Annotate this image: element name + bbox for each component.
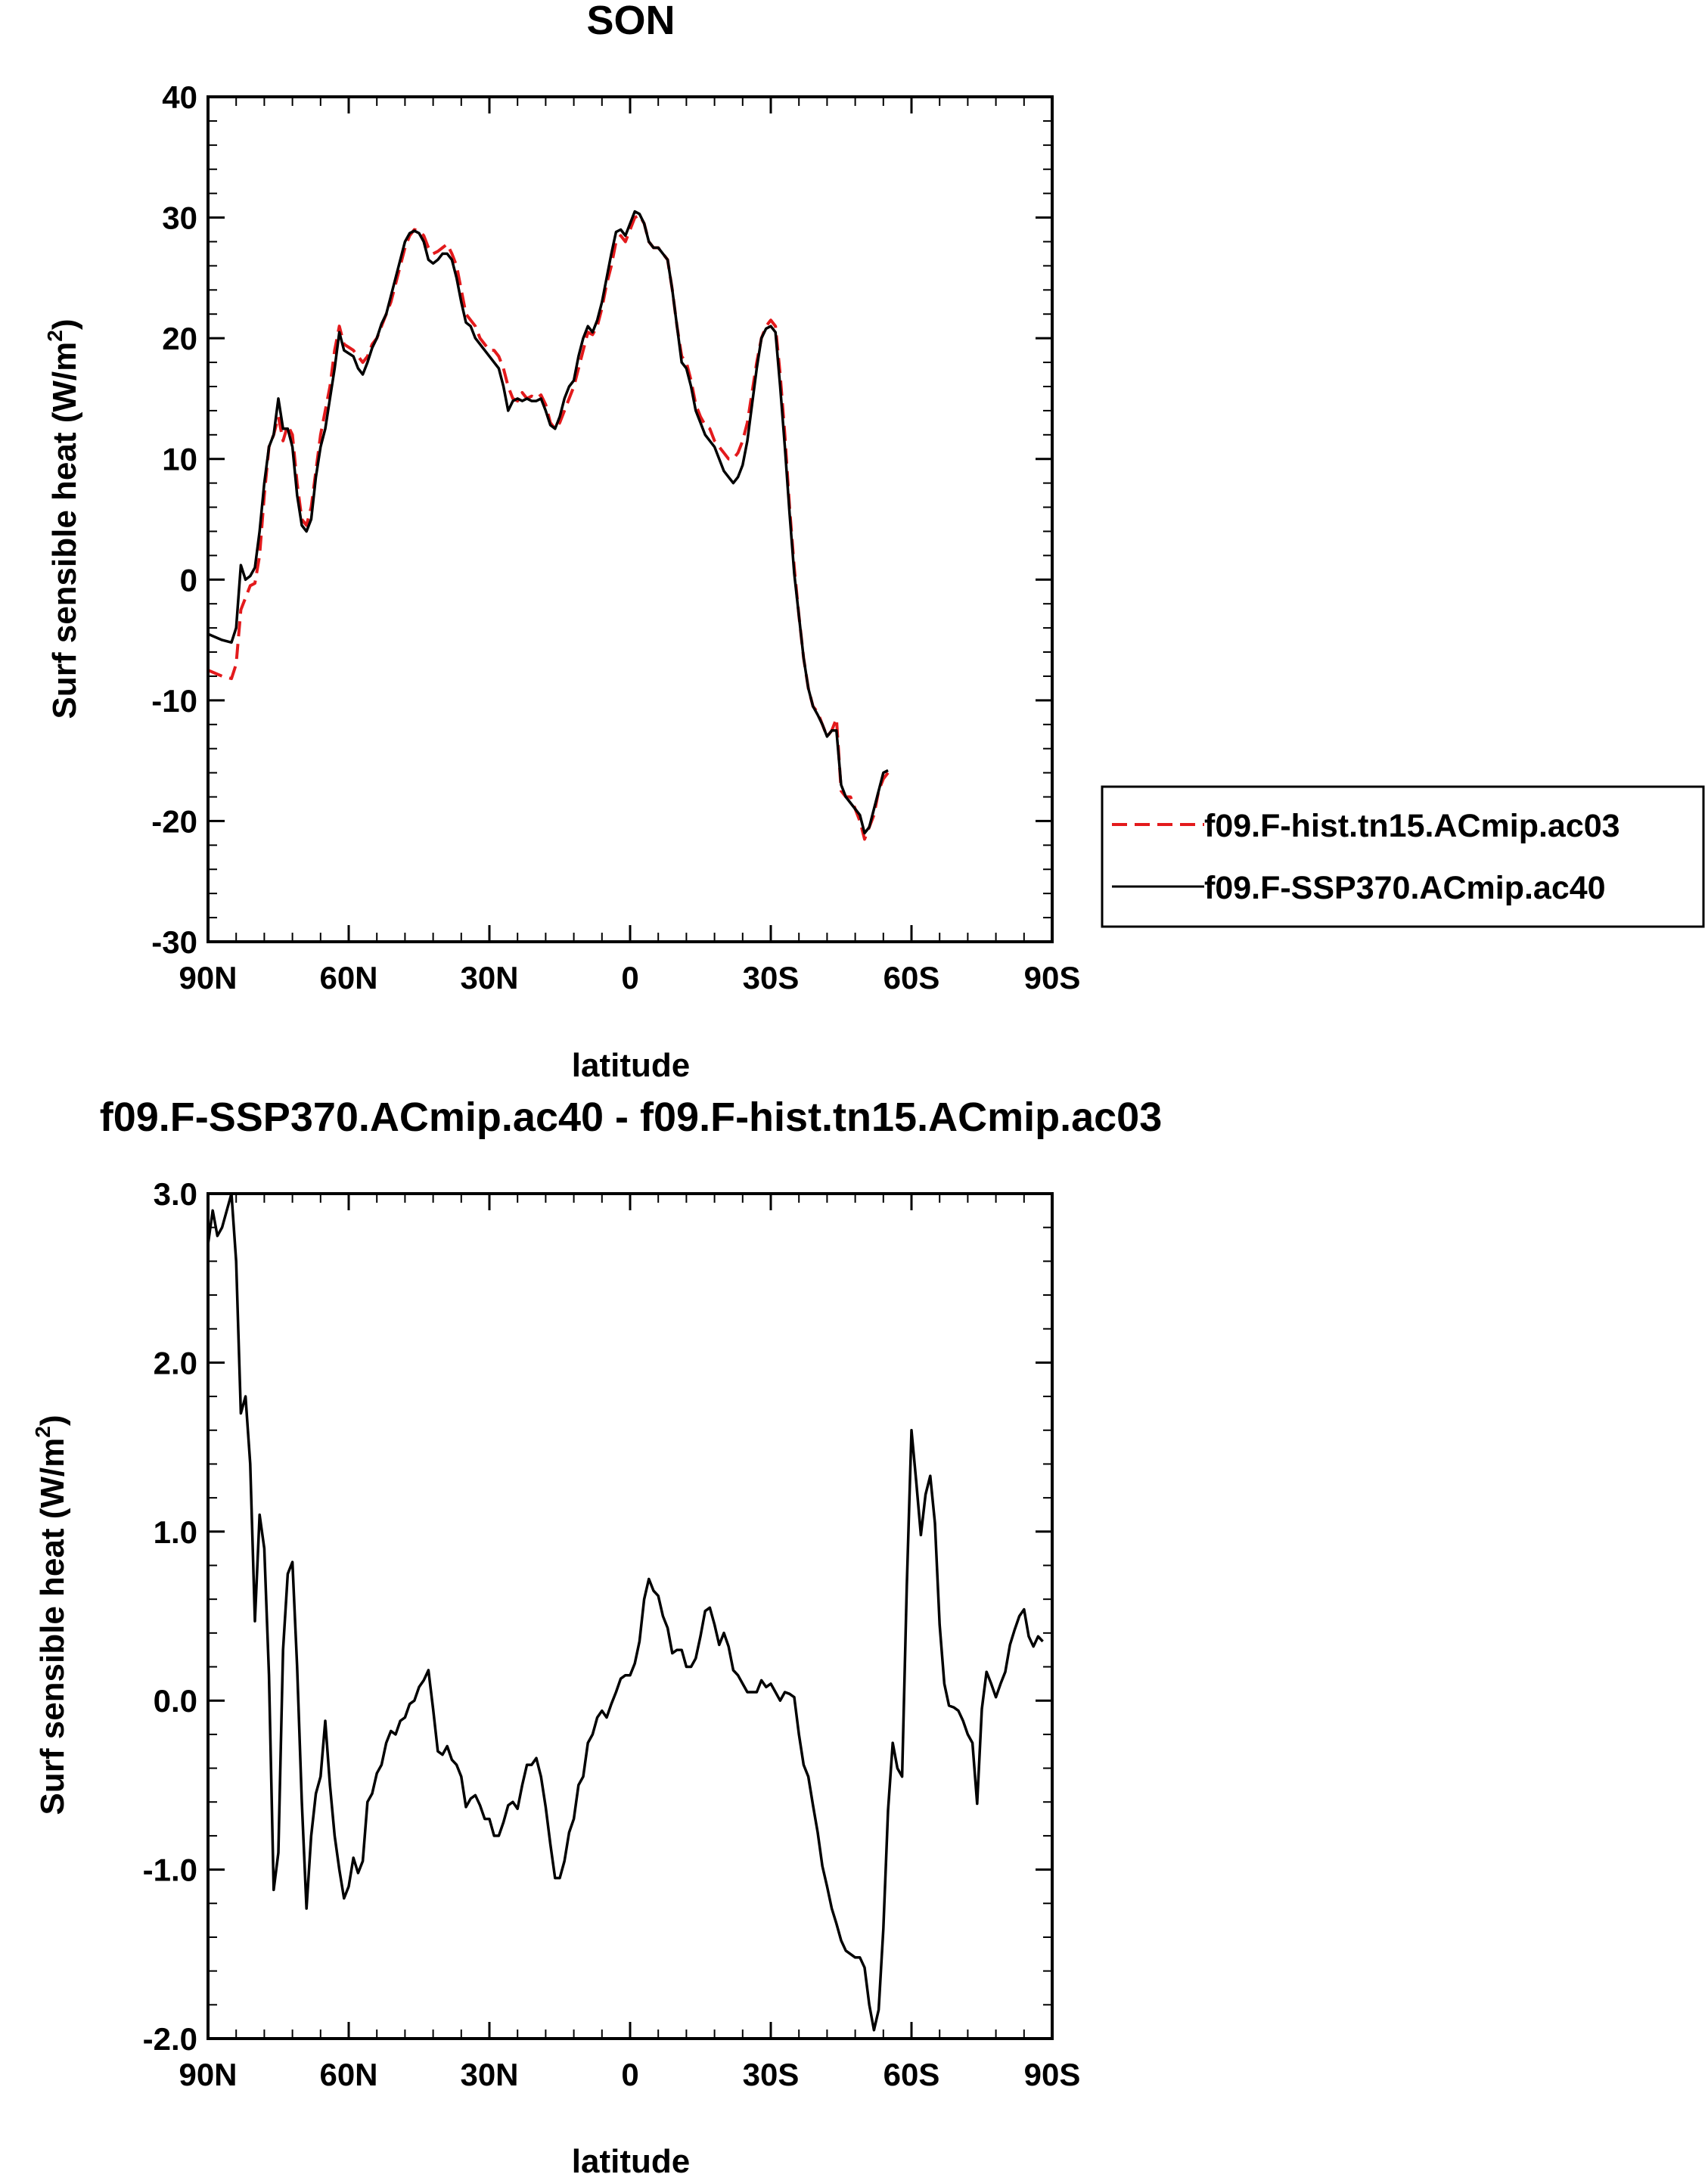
bottom-panel: f09.F-SSP370.ACmip.ac40 - f09.F-hist.tn1…: [31, 1095, 1162, 2177]
y-tick-label: -2.0: [143, 2021, 197, 2057]
y-tick-label: 3.0: [154, 1176, 197, 1212]
y-tick-label: 10: [162, 442, 197, 477]
y-tick-label: 0.0: [154, 1683, 197, 1719]
bottom-panel-frame: [207, 1192, 1054, 2040]
y-tick-label: 0: [180, 562, 197, 598]
top-series-line-0: [207, 213, 890, 841]
top-panel-title: SON: [586, 0, 675, 43]
y-tick-label: 2.0: [154, 1345, 197, 1380]
legend-frame: [1101, 785, 1705, 928]
x-tick-label: 30S: [743, 960, 800, 995]
bottom-panel-lines: [207, 1192, 1044, 2032]
y-tick-label: -1.0: [143, 1852, 197, 1888]
legend: f09.F-hist.tn15.ACmip.ac03 f09.F-SSP370.…: [1101, 785, 1705, 928]
bottom-series-line-0: [207, 1192, 1044, 2032]
x-tick-label: 30S: [743, 2057, 800, 2092]
x-tick-label: 90S: [1024, 960, 1081, 995]
x-tick-label: 0: [621, 960, 638, 995]
y-tick-label: 40: [162, 79, 197, 115]
y-tick-label: 20: [162, 321, 197, 356]
y-tick-label: -20: [151, 803, 197, 839]
x-tick-label: 30N: [460, 2057, 518, 2092]
y-tick-label: 30: [162, 200, 197, 236]
x-tick-label: 30N: [460, 960, 518, 995]
x-tick-label: 60N: [319, 2057, 377, 2092]
legend-hist-label: f09.F-hist.tn15.ACmip.ac03: [1204, 808, 1620, 844]
x-tick-label: 60N: [319, 960, 377, 995]
x-tick-label: 90S: [1024, 2057, 1081, 2092]
x-tick-label: 90N: [179, 2057, 237, 2092]
bottom-panel-xlabel: latitude: [572, 2143, 690, 2177]
y-tick-label: -10: [151, 683, 197, 719]
x-tick-label: 60S: [884, 960, 940, 995]
x-tick-label: 90N: [179, 960, 237, 995]
x-tick-label: 0: [621, 2057, 638, 2092]
bottom-panel-title: f09.F-SSP370.ACmip.ac40 - f09.F-hist.tn1…: [100, 1095, 1162, 1140]
top-series-line-1: [207, 210, 889, 835]
y-tick-label: -30: [151, 924, 197, 960]
top-panel-xlabel: latitude: [572, 1047, 690, 1084]
legend-ssp-label: f09.F-SSP370.ACmip.ac40: [1204, 870, 1606, 906]
top-panel-ylabel: Surf sensible heat (W/m2): [43, 319, 83, 719]
top-panel-lines: [207, 210, 890, 841]
x-tick-label: 60S: [884, 2057, 940, 2092]
bottom-panel-ylabel: Surf sensible heat (W/m2): [31, 1415, 71, 1815]
top-panel-frame: [207, 95, 1054, 943]
y-tick-label: 1.0: [154, 1514, 197, 1550]
